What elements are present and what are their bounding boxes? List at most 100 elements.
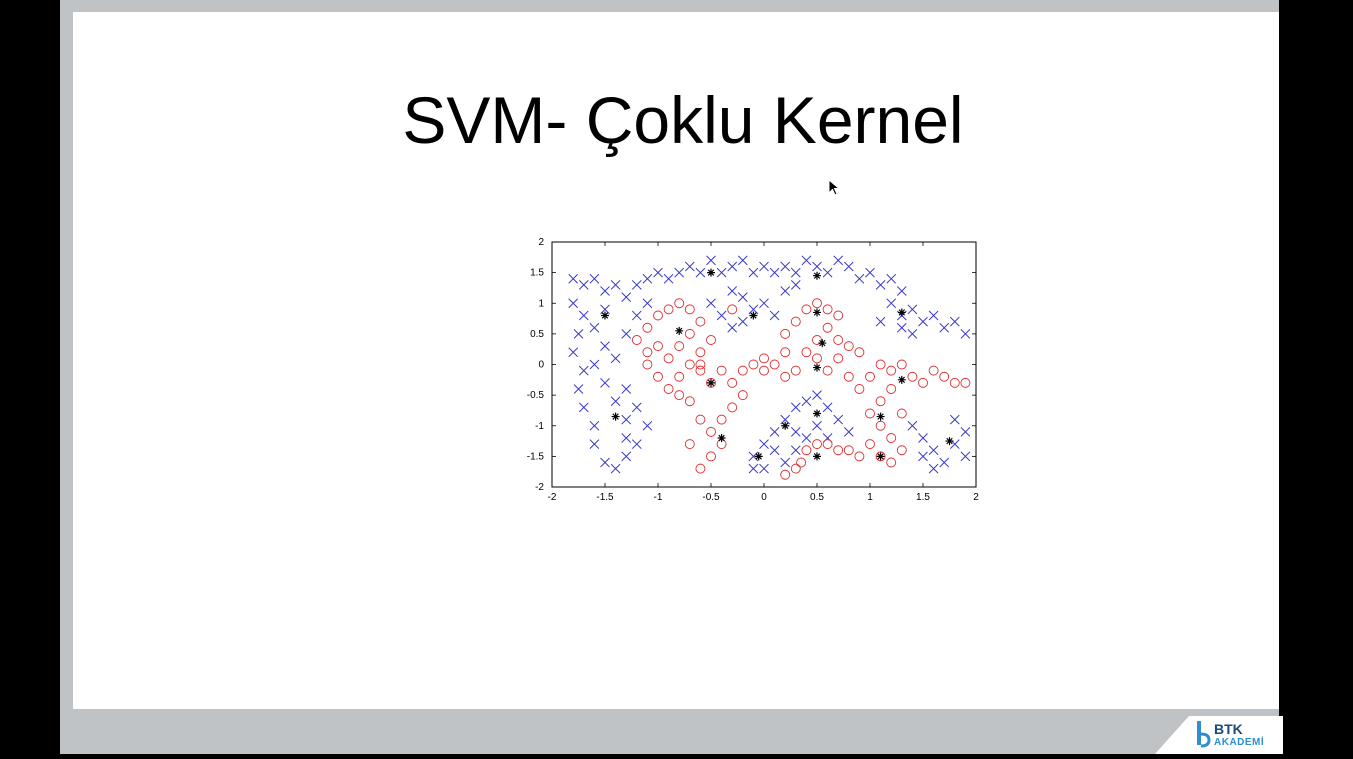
x-marker-point	[621, 414, 632, 425]
support-vector-point	[707, 378, 715, 387]
x-marker-point	[801, 396, 812, 407]
o-marker-point	[737, 365, 748, 376]
x-marker-point	[780, 414, 791, 425]
o-marker-point	[631, 335, 642, 345]
o-marker-point	[759, 353, 769, 364]
o-marker-point	[896, 359, 907, 370]
o-marker-point	[796, 457, 807, 468]
x-marker-point	[918, 451, 928, 462]
o-marker-point	[748, 359, 759, 370]
o-marker-point	[790, 316, 801, 327]
x-marker-point	[578, 402, 589, 413]
x-marker-point	[886, 298, 897, 309]
o-marker-point	[790, 365, 801, 376]
x-marker-point	[769, 267, 780, 278]
o-marker-point	[833, 445, 844, 456]
x-marker-point	[960, 451, 971, 462]
x-marker-point	[589, 273, 600, 284]
x-marker-point	[610, 353, 621, 364]
o-marker-point	[865, 439, 875, 450]
o-marker-point	[706, 451, 716, 462]
x-marker-point	[621, 384, 632, 394]
x-marker-point	[737, 316, 748, 327]
x-marker-point	[769, 310, 780, 321]
o-marker-point	[695, 414, 706, 425]
o-marker-point	[727, 377, 738, 388]
o-marker-point	[833, 353, 844, 364]
x-marker-point	[801, 433, 812, 443]
o-marker-point	[886, 457, 897, 468]
o-marker-point	[695, 463, 706, 474]
support-vector-point	[601, 311, 609, 320]
x-tick-label: 1	[867, 492, 873, 503]
x-marker-point	[875, 280, 886, 290]
o-marker-point	[875, 396, 886, 407]
x-marker-point	[928, 445, 939, 456]
logo-mark-icon	[1197, 721, 1201, 745]
plot-area	[551, 241, 977, 488]
o-marker-point	[642, 347, 653, 358]
o-marker-point	[801, 304, 812, 315]
x-marker-point	[769, 427, 780, 437]
support-vector-point	[707, 268, 715, 277]
x-marker-point	[716, 267, 727, 278]
slide: SVM- Çoklu Kernel -2 -1.5 -1 -0.5 0 0.5 1 1.5 2 2…	[73, 12, 1279, 709]
x-marker-point	[610, 396, 621, 407]
x-marker-point	[790, 280, 801, 290]
o-marker-point	[663, 384, 674, 394]
y-tick-label: 1.5	[530, 268, 544, 279]
o-marker-point	[653, 310, 663, 321]
x-marker-point	[759, 261, 769, 272]
x-marker-point	[578, 310, 589, 321]
o-marker-point	[674, 298, 685, 309]
x-marker-point	[631, 439, 642, 449]
x-marker-point	[631, 280, 642, 290]
x-marker-point	[854, 273, 865, 284]
o-marker-point	[653, 371, 663, 382]
support-vector-point	[876, 412, 885, 421]
o-marker-point	[918, 377, 928, 388]
o-marker-point	[674, 371, 685, 382]
x-marker-point	[886, 273, 897, 284]
x-marker-point	[621, 329, 632, 339]
y-tick-label: -1	[535, 421, 544, 432]
x-tick-label: -1	[654, 492, 663, 503]
x-marker-point	[663, 273, 674, 284]
x-marker-point	[631, 402, 642, 413]
o-marker-point	[653, 341, 663, 352]
x-marker-point	[573, 329, 584, 339]
x-marker-point	[727, 322, 738, 333]
support-vector-point	[675, 326, 684, 335]
x-tick-label: 0	[761, 492, 767, 503]
o-marker-point	[886, 365, 897, 376]
y-tick-label: 1	[538, 298, 544, 309]
x-marker-point	[600, 378, 610, 388]
o-marker-point	[812, 353, 822, 364]
x-marker-point	[600, 457, 610, 468]
support-vector-point	[754, 452, 763, 461]
o-marker-point	[949, 377, 960, 388]
o-marker-point	[875, 359, 886, 370]
x-tick-label: 2	[973, 492, 979, 503]
o-marker-point	[716, 365, 727, 376]
o-marker-point	[854, 384, 865, 394]
x-marker-point	[621, 292, 632, 302]
support-vector-point	[818, 339, 827, 348]
y-tick-label: -1.5	[527, 451, 545, 462]
x-marker-point	[642, 420, 653, 431]
logo-name: BTK	[1214, 721, 1243, 737]
o-marker-point	[812, 335, 822, 345]
o-marker-point	[833, 335, 844, 345]
y-tick-label: 2	[538, 237, 544, 248]
x-marker-point	[769, 445, 780, 456]
x-marker-point	[939, 322, 950, 333]
x-marker-point	[653, 267, 663, 278]
support-vector-point	[813, 271, 821, 280]
x-marker-point	[589, 439, 600, 449]
y-tick-label: 0	[538, 360, 544, 371]
x-marker-point	[928, 463, 939, 474]
o-marker-point	[843, 371, 854, 382]
scatter-chart: -2 -1.5 -1 -0.5 0 0.5 1 1.5 2 2 1.5 1 0.5 0 -0.5 -1 -1.5…	[527, 237, 979, 503]
x-marker-point	[928, 310, 939, 321]
y-tick-label: 0.5	[530, 329, 544, 340]
